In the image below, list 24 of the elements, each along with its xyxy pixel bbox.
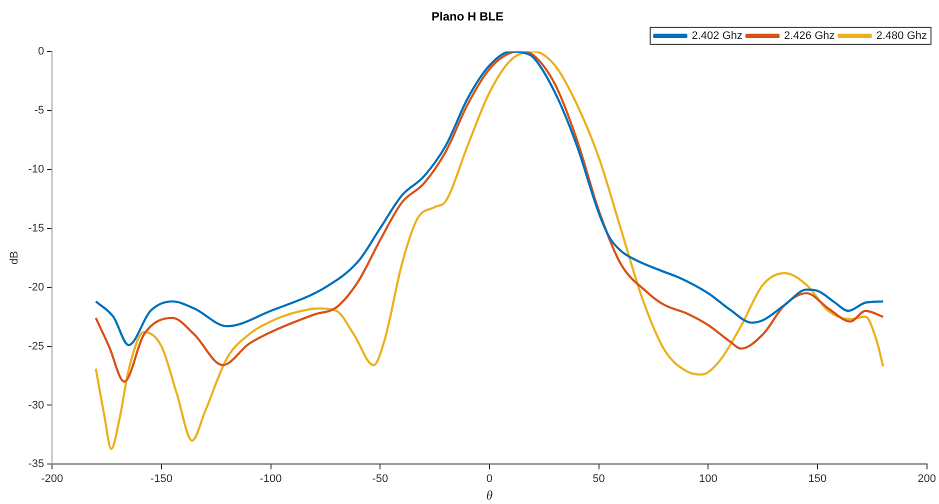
x-tick-label: 100 <box>698 472 718 485</box>
x-tick-label: 0 <box>486 472 493 485</box>
line-series <box>94 51 884 450</box>
x-axis-title: θ <box>486 488 494 503</box>
y-tick-label: -10 <box>28 163 44 176</box>
x-tick-label: 200 <box>918 472 936 485</box>
y-tick-label: 0 <box>38 45 44 58</box>
chart-title: Plano H BLE <box>431 10 504 24</box>
x-tick-label: 150 <box>808 472 827 485</box>
y-tick-label: -25 <box>28 340 44 352</box>
y-tick-label: -5 <box>34 104 44 116</box>
x-tick-label: 50 <box>592 472 605 485</box>
x-tick-label: -150 <box>150 472 172 485</box>
y-tick-label: -15 <box>28 222 44 234</box>
y-tick-label: -20 <box>28 281 44 294</box>
legend-label: 2.426 Ghz <box>784 30 835 42</box>
y-tick-label: -35 <box>28 458 44 470</box>
y-axis-title: dB <box>8 251 21 265</box>
x-tick-label: -100 <box>260 472 282 485</box>
x-tick-label: -200 <box>41 472 64 485</box>
legend-label: 2.480 Ghz <box>876 30 928 42</box>
y-tick-label: -30 <box>28 399 44 412</box>
x-tick-label: -50 <box>372 472 388 485</box>
legend-label: 2.402 Ghz <box>692 30 742 42</box>
